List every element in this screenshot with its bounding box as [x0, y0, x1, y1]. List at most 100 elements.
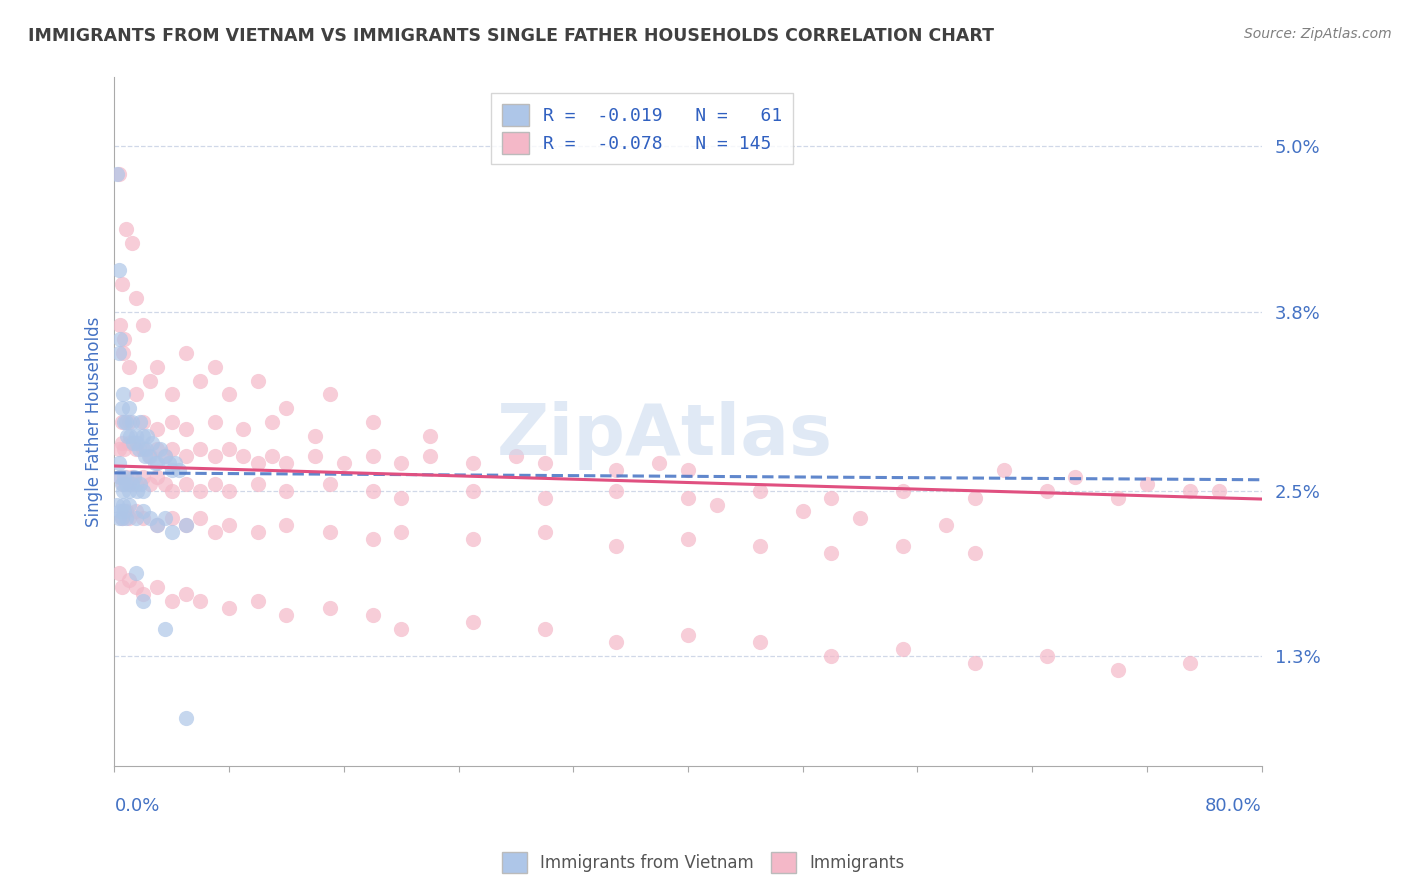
Point	[118, 415, 141, 429]
Point	[706, 498, 728, 512]
Point	[748, 635, 770, 649]
Point	[174, 711, 197, 725]
Point	[139, 511, 162, 525]
Point	[1136, 476, 1159, 491]
Point	[276, 607, 298, 622]
Point	[132, 504, 155, 518]
Point	[110, 435, 132, 450]
Point	[935, 518, 957, 533]
Point	[605, 539, 627, 553]
Point	[129, 415, 152, 429]
Point	[125, 442, 148, 457]
Point	[153, 450, 176, 464]
Point	[204, 476, 226, 491]
Point	[107, 566, 129, 581]
Point	[115, 504, 138, 518]
Point	[389, 456, 412, 470]
Point	[108, 470, 131, 484]
Point	[118, 401, 141, 416]
Point	[110, 511, 132, 525]
Point	[246, 476, 269, 491]
Point	[146, 518, 169, 533]
Point	[246, 456, 269, 470]
Point	[246, 374, 269, 388]
Point	[963, 491, 986, 505]
Point	[107, 346, 129, 360]
Point	[160, 387, 183, 401]
Point	[149, 442, 172, 457]
Y-axis label: Single Father Households: Single Father Households	[86, 317, 103, 527]
Point	[993, 463, 1015, 477]
Point	[361, 607, 384, 622]
Point	[111, 476, 134, 491]
Legend: Immigrants from Vietnam, Immigrants: Immigrants from Vietnam, Immigrants	[495, 846, 911, 880]
Point	[1178, 483, 1201, 498]
Point	[132, 587, 155, 601]
Point	[174, 346, 197, 360]
Point	[146, 580, 169, 594]
Point	[108, 318, 131, 333]
Point	[146, 456, 169, 470]
Point	[820, 649, 842, 664]
Text: Source: ZipAtlas.com: Source: ZipAtlas.com	[1244, 27, 1392, 41]
Point	[114, 332, 136, 346]
Point	[318, 600, 340, 615]
Point	[676, 463, 699, 477]
Point	[146, 470, 169, 484]
Point	[110, 277, 132, 292]
Point	[111, 498, 134, 512]
Point	[389, 622, 412, 636]
Point	[115, 470, 138, 484]
Point	[114, 504, 136, 518]
Point	[108, 470, 131, 484]
Point	[533, 456, 555, 470]
Text: ZipAtlas: ZipAtlas	[498, 401, 834, 470]
Point	[304, 428, 326, 442]
Point	[146, 442, 169, 457]
Point	[118, 574, 141, 588]
Point	[389, 491, 412, 505]
Point	[160, 594, 183, 608]
Point	[160, 463, 183, 477]
Point	[136, 428, 159, 442]
Point	[748, 539, 770, 553]
Point	[505, 450, 527, 464]
Point	[1178, 656, 1201, 670]
Point	[124, 470, 146, 484]
Point	[792, 504, 814, 518]
Point	[118, 476, 141, 491]
Point	[107, 263, 129, 277]
Point	[174, 476, 197, 491]
Point	[125, 291, 148, 305]
Point	[1035, 483, 1057, 498]
Point	[419, 428, 441, 442]
Point	[114, 415, 136, 429]
Point	[153, 511, 176, 525]
Point	[461, 456, 484, 470]
Point	[132, 318, 155, 333]
Point	[204, 525, 226, 540]
Point	[676, 628, 699, 642]
Point	[318, 476, 340, 491]
Point	[218, 483, 240, 498]
Point	[115, 511, 138, 525]
Point	[676, 532, 699, 546]
Point	[276, 483, 298, 498]
Point	[190, 374, 212, 388]
Point	[111, 483, 134, 498]
Point	[318, 525, 340, 540]
Text: IMMIGRANTS FROM VIETNAM VS IMMIGRANTS SINGLE FATHER HOUSEHOLDS CORRELATION CHART: IMMIGRANTS FROM VIETNAM VS IMMIGRANTS SI…	[28, 27, 994, 45]
Point	[533, 622, 555, 636]
Point	[139, 476, 162, 491]
Point	[204, 359, 226, 374]
Point	[132, 470, 155, 484]
Point	[204, 415, 226, 429]
Point	[174, 587, 197, 601]
Point	[849, 511, 872, 525]
Point	[122, 435, 145, 450]
Point	[127, 483, 149, 498]
Point	[118, 359, 141, 374]
Point	[676, 491, 699, 505]
Point	[118, 483, 141, 498]
Point	[110, 476, 132, 491]
